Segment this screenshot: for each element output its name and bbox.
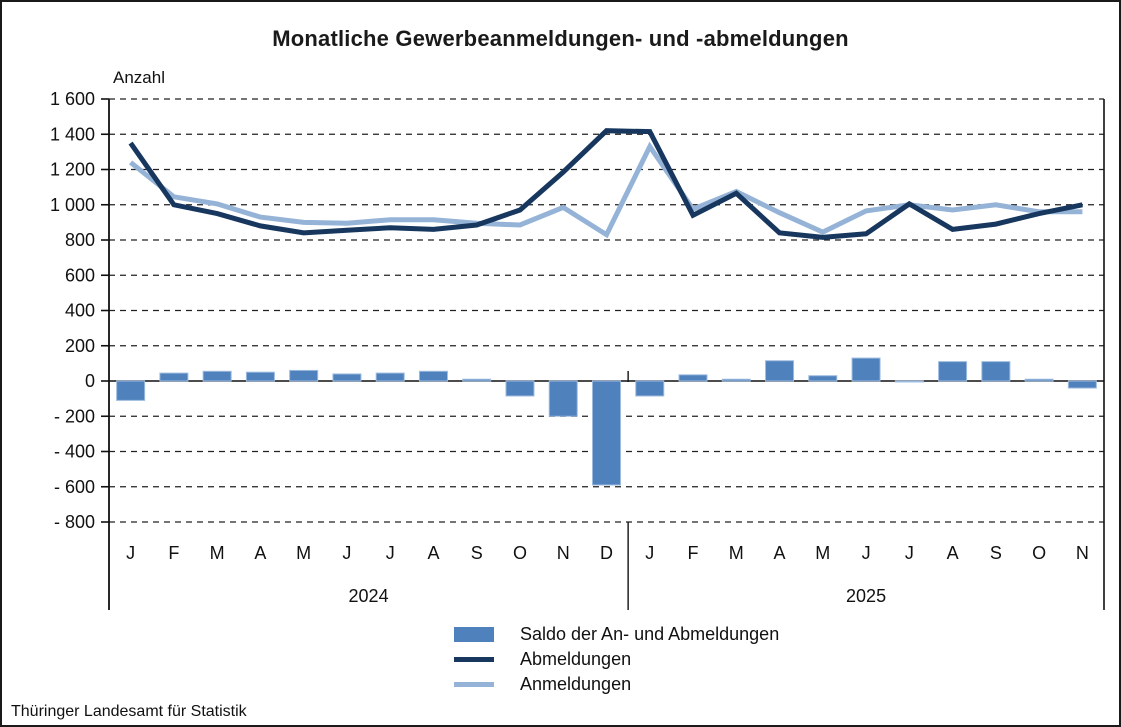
saldo-bar [678,374,708,382]
saldo-bar [808,375,838,382]
y-tick-label: - 800 [54,512,95,532]
year-label: 2024 [349,586,389,606]
saldo-bar [159,372,189,382]
y-tick-label: - 400 [54,442,95,462]
saldo-bar [1067,380,1097,389]
month-label: J [645,543,654,563]
chart-title: Monatliche Gewerbeanmeldungen- und -abme… [272,26,849,51]
legend-label-abmeldungen: Abmeldungen [520,649,632,669]
saldo-bar [851,357,881,382]
legend-item-anmeldungen: Anmeldungen [454,672,779,697]
saldo-bar [462,378,492,382]
month-label: M [815,543,830,563]
month-label: J [905,543,914,563]
saldo-bar [548,380,578,417]
saldo-bar [765,360,795,382]
month-label: J [342,543,351,563]
saldo-bar [332,373,362,382]
source-text: Thüringer Landesamt für Statistik [11,703,247,720]
month-label: A [254,543,266,563]
saldo-bar [418,370,448,382]
month-label: N [557,543,570,563]
y-tick-label: 0 [85,371,95,391]
saldo-bar [894,380,924,383]
month-label: A [947,543,959,563]
chart-plot-area: 1 600 1 400 1 200 1 000 800 600 400 200 0 - 200 - … [50,89,1105,610]
month-label: O [1032,543,1046,563]
month-label: M [210,543,225,563]
legend-item-abmeldungen: Abmeldungen [454,647,779,672]
y-tick-label: 400 [65,301,95,321]
saldo-bar [981,361,1011,382]
legend-label-saldo: Saldo der An- und Abmeldungen [520,624,780,644]
saldo-bar [721,378,751,382]
saldo-bar [592,380,621,486]
saldo-bar [938,361,968,382]
abmeldungen-swatch-icon [454,657,494,662]
y-tick-label: 200 [65,336,95,356]
y-tick-label: 800 [65,230,95,250]
legend: Saldo der An- und Abmeldungen Abmeldunge… [454,622,779,697]
year-label: 2025 [846,586,886,606]
y-tick-label: 1 400 [50,124,95,144]
month-label: D [600,543,613,563]
y-tick-label: 1 600 [50,89,95,109]
month-label: A [427,543,439,563]
y-tick-label: - 600 [54,477,95,497]
month-label: S [471,543,483,563]
month-label: F [688,543,699,563]
month-label: O [513,543,527,563]
saldo-bar [505,380,535,397]
saldo-swatch-icon [454,627,494,642]
anmeldungen-swatch-icon [454,682,494,687]
month-label: A [774,543,786,563]
legend-label-anmeldungen: Anmeldungen [520,674,632,694]
month-label: F [168,543,179,563]
saldo-bar [1024,378,1054,382]
legend-item-saldo: Saldo der An- und Abmeldungen [454,622,779,647]
saldo-bar [375,372,405,382]
month-label: S [990,543,1002,563]
month-label: M [729,543,744,563]
saldo-bar [116,380,146,401]
y-axis-unit-label: Anzahl [113,68,165,87]
month-label: J [126,543,135,563]
y-tick-label: - 200 [54,406,95,426]
saldo-bar [245,371,275,382]
month-label: N [1076,543,1089,563]
month-label: J [386,543,395,563]
anmeldungen-line [129,141,1083,239]
month-label: M [296,543,311,563]
saldo-bar [635,380,665,397]
y-tick-label: 600 [65,265,95,285]
month-label: J [862,543,871,563]
y-tick-label: 1 200 [50,160,95,180]
saldo-bar [202,370,232,382]
y-tick-label: 1 000 [50,195,95,215]
abmeldungen-line [128,128,1083,240]
saldo-bar [289,369,319,382]
